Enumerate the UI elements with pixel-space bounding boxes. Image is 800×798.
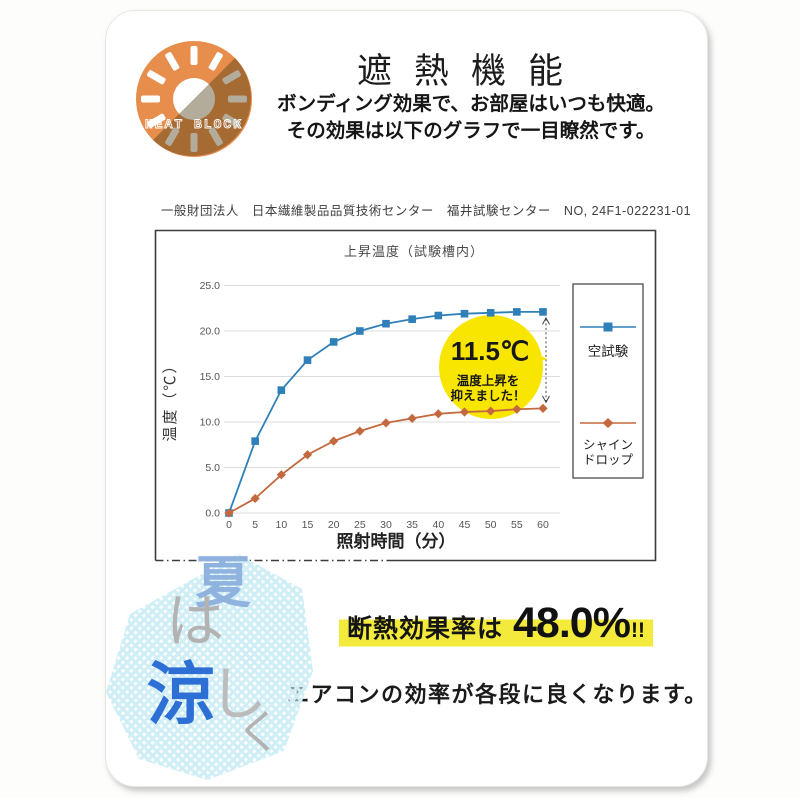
decor-char-ku: く — [236, 706, 282, 758]
svg-text:15: 15 — [302, 519, 314, 531]
svg-text:抑えました！: 抑えました！ — [450, 388, 525, 403]
result-value: 48.0% — [513, 599, 631, 647]
decor-char-suzu: 涼 — [147, 657, 216, 733]
product-info-card: HEAT BLOCK 遮熱機能 ボンディング効果で、お部屋はいつも快適。 その効… — [105, 10, 708, 787]
svg-text:40: 40 — [432, 519, 444, 531]
svg-text:50: 50 — [485, 519, 497, 531]
highlighted-result: 断熱効果率は 48.0% !! — [339, 599, 653, 648]
temperature-chart-canvas: 0.0 5.0 10.0 15.0 20.0 25.0 0 5 10 15 20 25 30 35 40 45… — [154, 229, 657, 562]
page-title: 遮熱機能 — [356, 52, 585, 91]
svg-text:45: 45 — [459, 519, 471, 531]
svg-text:10.0: 10.0 — [200, 417, 221, 429]
certification-text: 一般財団法人 日本繊維製品品質技術センター 福井試験センター NO, 24F1-… — [160, 204, 692, 218]
temperature-chart: 0.0 5.0 10.0 15.0 20.0 25.0 0 5 10 15 20 25 30 35 40 45… — [154, 229, 657, 562]
svg-text:20: 20 — [328, 519, 340, 531]
svg-text:空試験: 空試験 — [588, 344, 629, 359]
svg-text:0.0: 0.0 — [205, 508, 220, 520]
svg-text:35: 35 — [406, 519, 418, 531]
heat-block-label: HEAT BLOCK — [145, 117, 243, 132]
svg-text:60: 60 — [537, 519, 549, 531]
subtitle-line1: ボンディング効果で、お部屋はいつも快適。 — [277, 93, 665, 115]
svg-text:ドロップ: ドロップ — [583, 453, 634, 467]
svg-text:10: 10 — [275, 519, 287, 531]
svg-text:照射時間（分）: 照射時間（分） — [337, 531, 456, 551]
svg-text:55: 55 — [511, 519, 523, 531]
aircon-note: エアコンの効率が各段に良くなります。 — [287, 682, 708, 707]
svg-text:5: 5 — [252, 519, 258, 531]
decor-char-shi: し — [209, 662, 268, 727]
svg-text:30: 30 — [380, 519, 392, 531]
svg-text:温度（℃）: 温度（℃） — [162, 356, 179, 441]
svg-text:0: 0 — [226, 519, 232, 531]
result-exclamation: !! — [630, 619, 645, 642]
svg-text:20.0: 20.0 — [200, 326, 221, 338]
heat-block-sun-icon: HEAT BLOCK — [136, 41, 252, 157]
insulation-result: 断熱効果率は 48.0% !! — [339, 599, 653, 648]
subtitle-line2: その効果は以下のグラフで一目瞭然です。 — [286, 120, 656, 142]
svg-text:11.5℃: 11.5℃ — [451, 336, 529, 366]
svg-text:シャイン: シャイン — [583, 438, 633, 452]
svg-text:温度上昇を: 温度上昇を — [457, 373, 520, 388]
svg-text:上昇温度（試験槽内）: 上昇温度（試験槽内） — [344, 244, 484, 259]
subtitle: ボンディング効果で、お部屋はいつも快適。 その効果は以下のグラフで一目瞭然です。 — [256, 91, 686, 145]
svg-text:5.0: 5.0 — [205, 462, 220, 474]
svg-text:25: 25 — [354, 519, 366, 531]
svg-text:15.0: 15.0 — [200, 371, 221, 383]
svg-text:25.0: 25.0 — [200, 280, 221, 292]
decor-char-ha: は — [166, 589, 225, 654]
decor-char-natsu: 夏 — [195, 551, 251, 614]
result-label: 断熱効果率は — [347, 615, 504, 643]
